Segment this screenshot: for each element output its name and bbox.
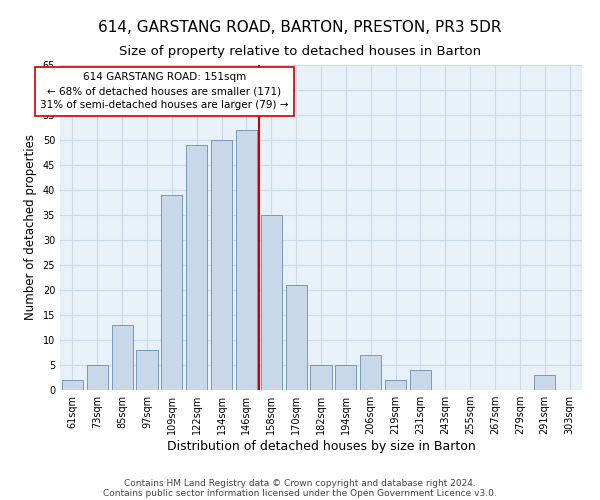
Bar bbox=[161, 195, 182, 390]
Bar bbox=[236, 130, 257, 390]
Y-axis label: Number of detached properties: Number of detached properties bbox=[24, 134, 37, 320]
Bar bbox=[385, 380, 406, 390]
Bar bbox=[310, 365, 332, 390]
Text: 614 GARSTANG ROAD: 151sqm
← 68% of detached houses are smaller (171)
31% of semi: 614 GARSTANG ROAD: 151sqm ← 68% of detac… bbox=[40, 72, 289, 110]
Bar bbox=[534, 375, 555, 390]
X-axis label: Distribution of detached houses by size in Barton: Distribution of detached houses by size … bbox=[167, 440, 475, 453]
Text: Contains public sector information licensed under the Open Government Licence v3: Contains public sector information licen… bbox=[103, 488, 497, 498]
Bar bbox=[410, 370, 431, 390]
Bar bbox=[112, 325, 133, 390]
Text: Size of property relative to detached houses in Barton: Size of property relative to detached ho… bbox=[119, 45, 481, 58]
Bar bbox=[286, 285, 307, 390]
Bar bbox=[136, 350, 158, 390]
Bar bbox=[335, 365, 356, 390]
Text: Contains HM Land Registry data © Crown copyright and database right 2024.: Contains HM Land Registry data © Crown c… bbox=[124, 478, 476, 488]
Bar bbox=[360, 355, 381, 390]
Bar bbox=[62, 380, 83, 390]
Text: 614, GARSTANG ROAD, BARTON, PRESTON, PR3 5DR: 614, GARSTANG ROAD, BARTON, PRESTON, PR3… bbox=[98, 20, 502, 35]
Bar bbox=[211, 140, 232, 390]
Bar bbox=[186, 145, 207, 390]
Bar bbox=[87, 365, 108, 390]
Bar bbox=[261, 215, 282, 390]
